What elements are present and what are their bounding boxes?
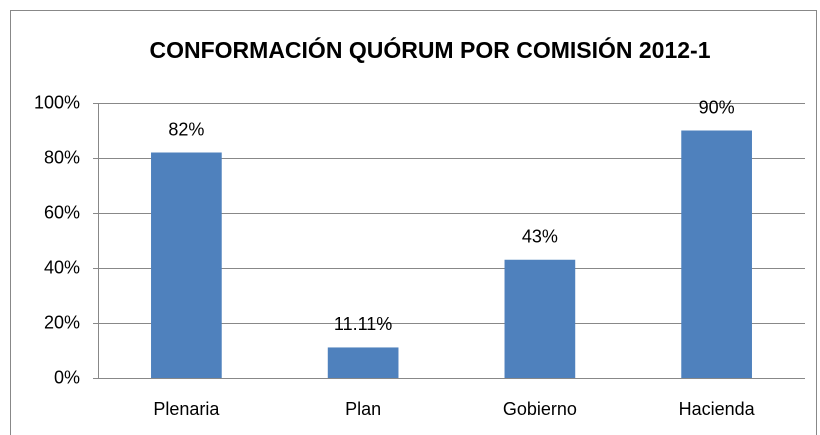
y-tick-label: 100% [34,92,80,112]
x-tick-label: Hacienda [679,399,756,419]
x-tick-label: Plenaria [153,399,220,419]
data-label: 43% [522,227,558,247]
y-tick-label: 0% [54,367,80,387]
x-tick-label: Plan [345,399,381,419]
y-tick-label: 40% [44,257,80,277]
bar [504,259,576,378]
data-label: 90% [699,97,735,117]
bar [681,130,752,378]
data-label: 82% [168,119,204,139]
y-tick-label: 20% [44,312,80,332]
data-label: 11.11% [334,314,392,334]
y-tick-label: 80% [44,147,80,167]
bar [327,347,399,378]
chart-frame [10,10,817,435]
x-tick-label: Gobierno [503,399,577,419]
bar [151,152,222,378]
chart-title: CONFORMACIÓN QUÓRUM POR COMISIÓN 2012-1 [150,36,711,63]
y-tick-label: 60% [44,202,80,222]
